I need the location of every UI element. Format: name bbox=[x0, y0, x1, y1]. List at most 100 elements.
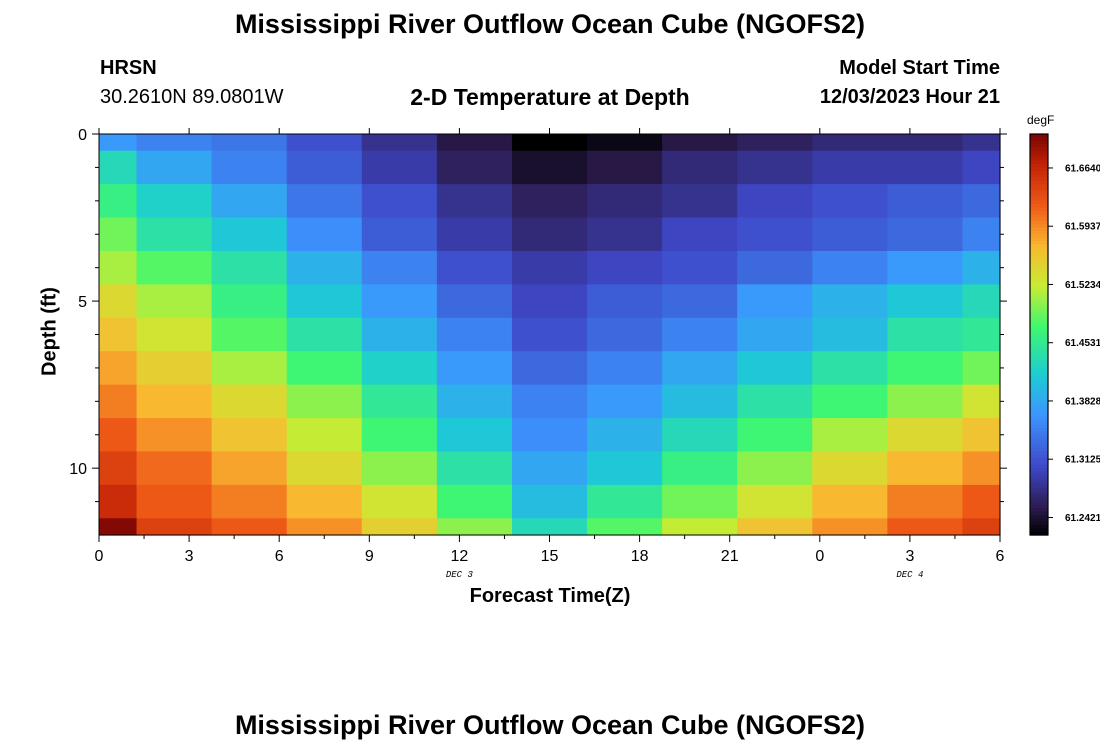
heatmap-cell bbox=[962, 384, 1001, 419]
heatmap-cell bbox=[511, 451, 588, 486]
colorbar-segment bbox=[1030, 418, 1048, 422]
colorbar-segment bbox=[1030, 531, 1048, 536]
heatmap-cell bbox=[99, 284, 138, 319]
colorbar-segment bbox=[1030, 234, 1048, 239]
colorbar-segment bbox=[1030, 250, 1048, 255]
heatmap-cell bbox=[436, 518, 513, 536]
date-label-dec3: DEC 3 bbox=[445, 570, 473, 580]
heatmap-cell bbox=[136, 217, 213, 252]
colorbar-segment bbox=[1030, 137, 1048, 142]
heatmap-cell bbox=[136, 351, 213, 386]
heatmap-cell bbox=[737, 217, 813, 252]
colorbar-segment bbox=[1030, 237, 1048, 242]
model-start-value: 12/03/2023 Hour 21 bbox=[819, 86, 1000, 108]
heatmap-cell bbox=[211, 418, 288, 453]
y-tick-label: 5 bbox=[78, 294, 87, 311]
colorbar-segment bbox=[1030, 147, 1048, 152]
heatmap-cell bbox=[812, 518, 888, 536]
heatmap-cell bbox=[136, 384, 213, 419]
heatmap-cell bbox=[361, 284, 438, 319]
heatmap-cell bbox=[737, 250, 813, 285]
colorbar-segment bbox=[1030, 364, 1048, 369]
heatmap-cell bbox=[737, 384, 813, 419]
colorbar-segment bbox=[1030, 304, 1048, 309]
heatmap-cell bbox=[361, 317, 438, 352]
heatmap-cell bbox=[136, 484, 213, 519]
heatmap-cell bbox=[136, 518, 213, 536]
heatmap-cell bbox=[587, 384, 663, 419]
heatmap-cell bbox=[962, 418, 1001, 453]
heatmap-cell bbox=[136, 284, 213, 319]
colorbar-segment bbox=[1030, 337, 1048, 342]
colorbar-segment bbox=[1030, 327, 1048, 332]
colorbar-segment bbox=[1030, 344, 1048, 349]
colorbar-segment bbox=[1030, 347, 1048, 352]
colorbar-segment bbox=[1030, 307, 1048, 312]
colorbar-segment bbox=[1030, 334, 1048, 339]
colorbar-segment bbox=[1030, 504, 1048, 509]
heatmap-cell bbox=[511, 284, 588, 319]
colorbar-segment bbox=[1030, 361, 1048, 366]
heatmap-cell bbox=[511, 184, 588, 219]
heatmap-cell bbox=[511, 150, 588, 185]
colorbar-segment bbox=[1030, 508, 1048, 513]
colorbar-unit: degF bbox=[1027, 113, 1055, 127]
x-tick-label: 0 bbox=[95, 548, 104, 565]
date-label-dec4: DEC 4 bbox=[896, 570, 924, 580]
colorbar-segment bbox=[1030, 204, 1048, 209]
heatmap-cell bbox=[286, 284, 363, 319]
heatmap-cell bbox=[286, 484, 363, 519]
heatmap-cell bbox=[286, 451, 363, 486]
heatmap-cell bbox=[587, 351, 663, 386]
colorbar-segment bbox=[1030, 180, 1048, 185]
colorbar-segment bbox=[1030, 408, 1048, 412]
colorbar-segment bbox=[1030, 428, 1048, 433]
heatmap-cell bbox=[136, 451, 213, 486]
colorbar-tick-label: 61.5937 bbox=[1065, 222, 1100, 233]
colorbar-segment bbox=[1030, 411, 1048, 416]
x-tick-label: 18 bbox=[631, 548, 649, 565]
heatmap-cell bbox=[211, 484, 288, 519]
colorbar-segment bbox=[1030, 384, 1048, 389]
colorbar-frame bbox=[1029, 133, 1049, 536]
colorbar-segment bbox=[1030, 474, 1048, 479]
heatmap-cell bbox=[136, 150, 213, 185]
heatmap-cell bbox=[136, 250, 213, 285]
heatmap-cell bbox=[587, 451, 663, 486]
colorbar-segment bbox=[1030, 471, 1048, 476]
heatmap-cell bbox=[436, 250, 513, 285]
heatmap-cell bbox=[361, 518, 438, 536]
heatmap-cell bbox=[812, 484, 888, 519]
heatmap-cell bbox=[962, 284, 1001, 319]
colorbar-segment bbox=[1030, 524, 1048, 529]
heatmap-cell bbox=[587, 418, 663, 453]
colorbar-tick-label: 61.6640 bbox=[1065, 163, 1100, 174]
colorbar-segment bbox=[1030, 170, 1048, 175]
heatmap-cell bbox=[962, 134, 1001, 152]
heatmap-cell bbox=[211, 150, 288, 185]
heatmap-cell bbox=[662, 351, 738, 386]
x-tick-label: 21 bbox=[721, 548, 739, 565]
heatmap-cell bbox=[962, 351, 1001, 386]
colorbar-segment bbox=[1030, 167, 1048, 172]
colorbar-segment bbox=[1030, 220, 1048, 225]
colorbar-segment bbox=[1030, 528, 1048, 533]
heatmap-cell bbox=[286, 317, 363, 352]
heatmap-cell bbox=[436, 451, 513, 486]
colorbar-segment bbox=[1030, 184, 1048, 189]
heatmap-cell bbox=[887, 317, 964, 352]
colorbar-segment bbox=[1030, 281, 1048, 285]
heatmap-cell bbox=[136, 134, 213, 152]
heatmap-cell bbox=[436, 418, 513, 453]
heatmap-cell bbox=[436, 384, 513, 419]
heatmap-cell bbox=[812, 184, 888, 219]
colorbar-segment bbox=[1030, 454, 1048, 459]
heatmap-cell bbox=[662, 250, 738, 285]
colorbar-segment bbox=[1030, 468, 1048, 473]
heatmap-cell bbox=[812, 217, 888, 252]
colorbar-segment bbox=[1030, 140, 1048, 145]
heatmap-cell bbox=[211, 317, 288, 352]
heatmap-cell bbox=[436, 150, 513, 185]
heatmap-cell bbox=[662, 518, 738, 536]
heatmap-cell bbox=[812, 150, 888, 185]
